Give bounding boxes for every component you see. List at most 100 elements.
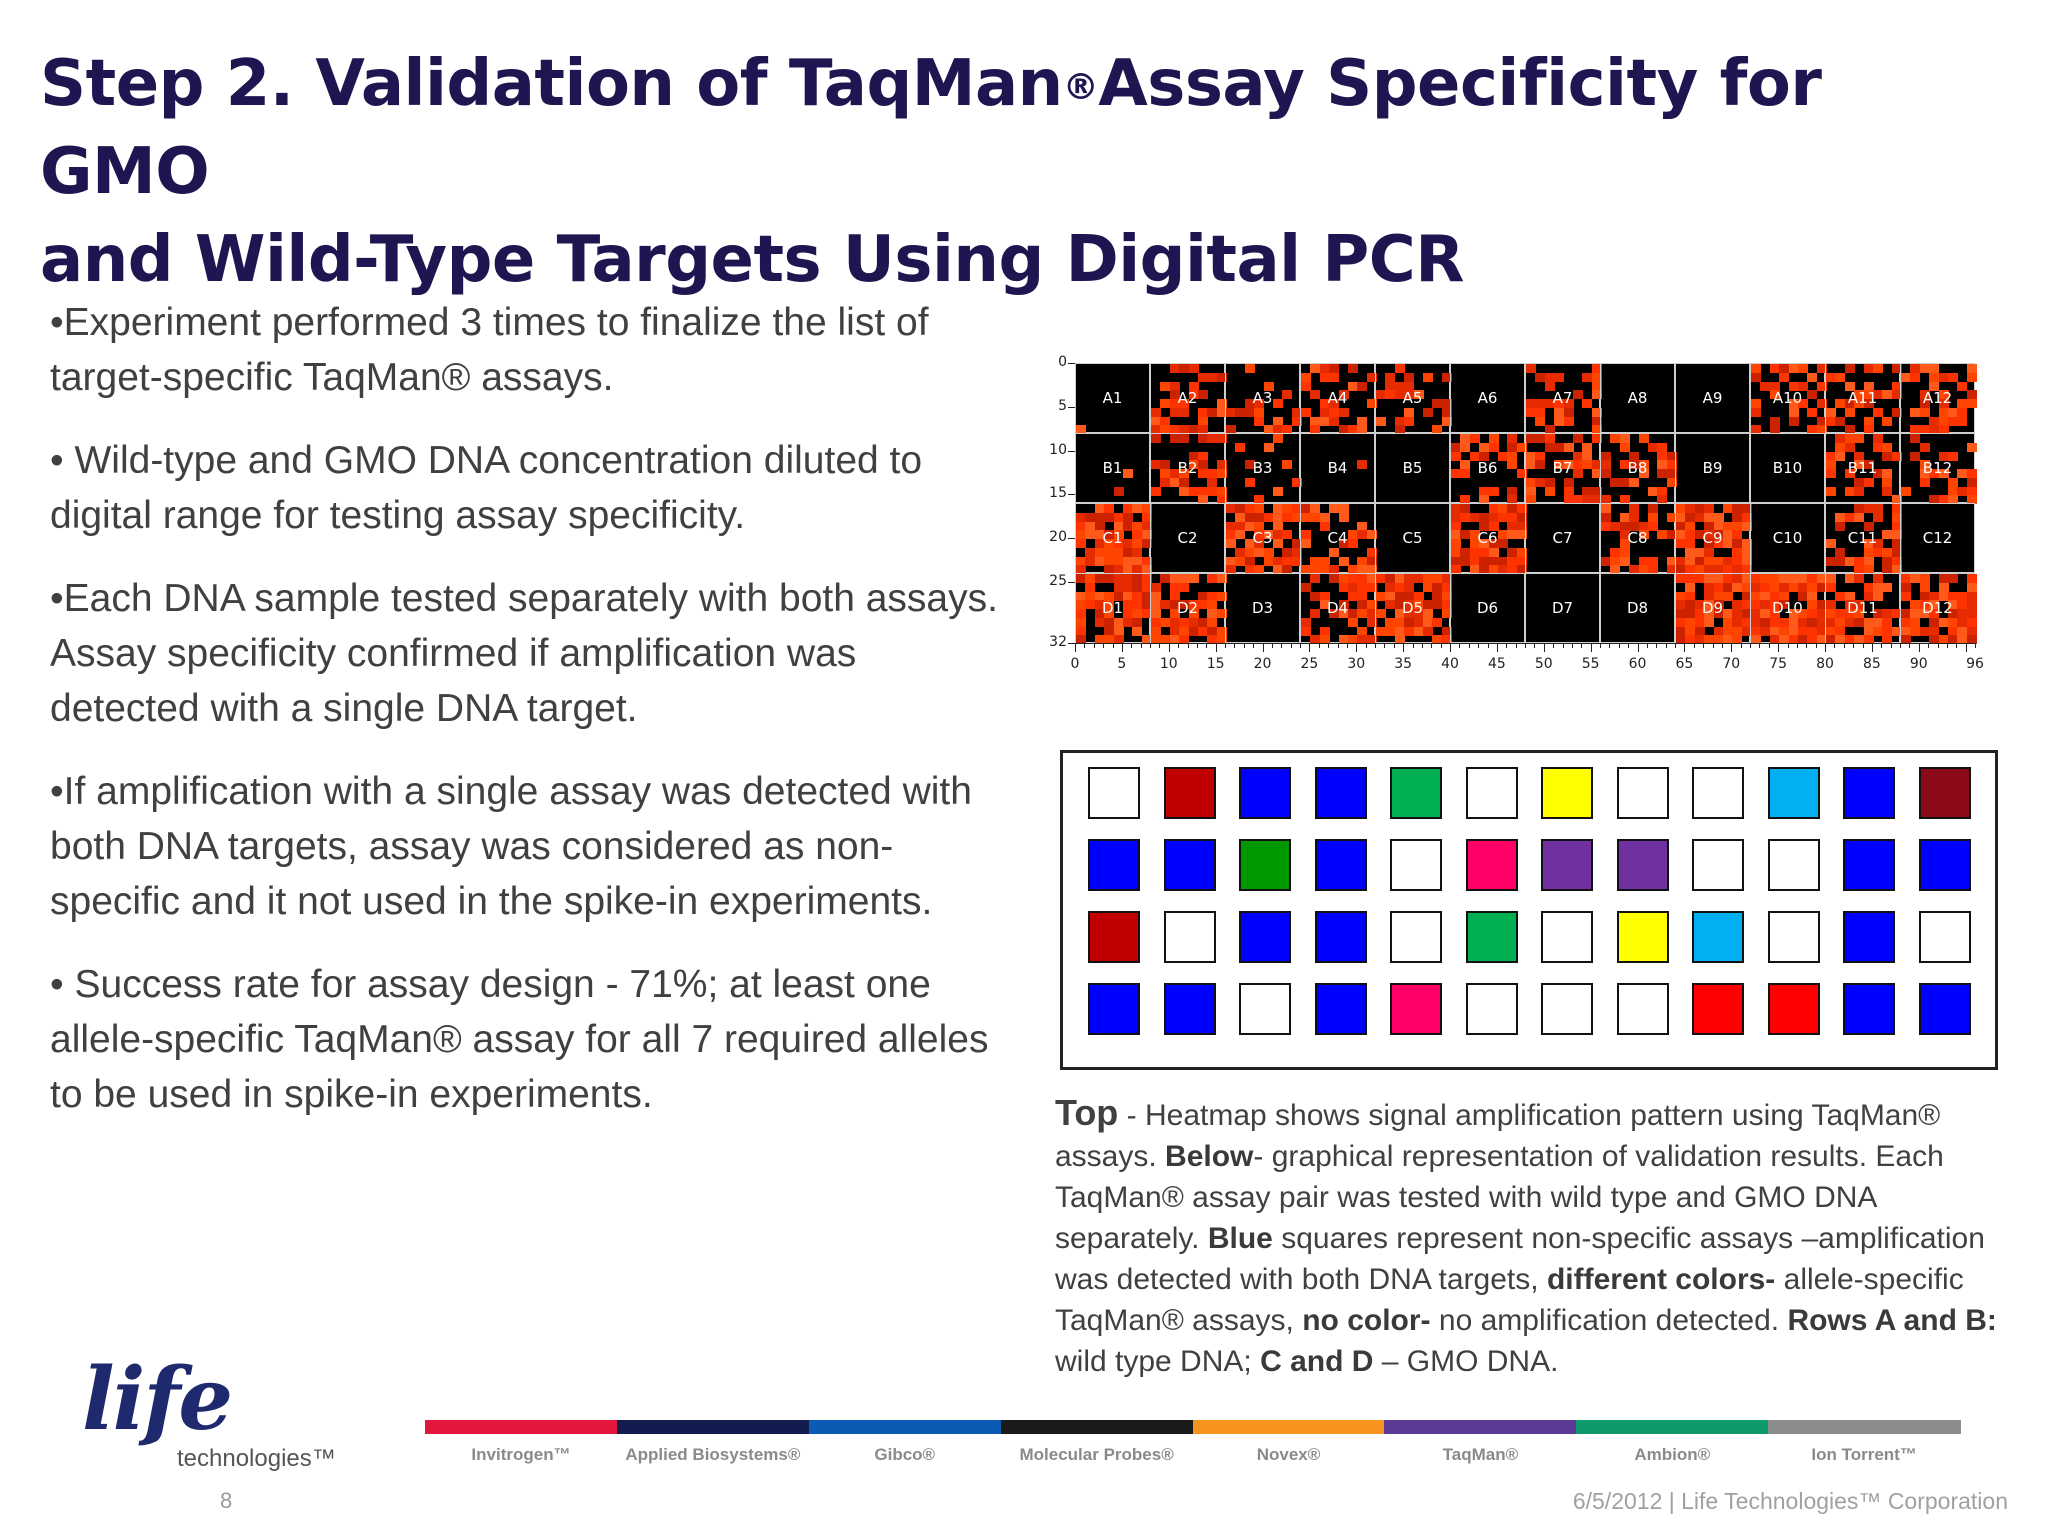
heatmap-pixel: [1929, 635, 1940, 645]
heatmap-pixel: [1882, 617, 1893, 627]
heatmap-pixel: [1254, 539, 1265, 548]
heatmap-pixel: [1863, 416, 1874, 426]
heatmap-pixel: [1619, 434, 1630, 443]
heatmap-well-label: C4: [1327, 529, 1348, 547]
x-tick: [1478, 643, 1480, 648]
heatmap-pixel: [1910, 434, 1921, 443]
heatmap-pixel: [1497, 451, 1508, 461]
heatmap-pixel: [1319, 626, 1330, 636]
heatmap-pixel: [1310, 364, 1321, 373]
heatmap-pixel: [1872, 407, 1883, 417]
result-square: [1390, 911, 1442, 963]
heatmap-well-label: A6: [1477, 389, 1498, 407]
heatmap-pixel: [1676, 556, 1686, 566]
heatmap-pixel: [1441, 600, 1452, 610]
heatmap-pixel: [1582, 495, 1593, 505]
heatmap-pixel: [1779, 364, 1790, 373]
result-square: [1616, 839, 1669, 891]
heatmap-pixel: [1760, 574, 1771, 583]
x-tick: [1271, 643, 1273, 648]
result-square: [1239, 911, 1291, 963]
heatmap-pixel: [1863, 381, 1874, 391]
heatmap-pixel: [1966, 477, 1977, 487]
heatmap-pixel: [1432, 591, 1443, 601]
heatmap-pixel: [1347, 565, 1358, 575]
heatmap-pixel: [1394, 390, 1405, 400]
result-square: [1767, 983, 1820, 1035]
heatmap-pixel: [1301, 626, 1311, 636]
heatmap-pixel: [1244, 399, 1255, 408]
heatmap-pixel: [1094, 521, 1105, 531]
heatmap-pixel: [1441, 591, 1452, 601]
heatmap-pixel: [1376, 626, 1386, 636]
heatmap-pixel: [1732, 617, 1743, 627]
heatmap-pixel: [1844, 381, 1855, 391]
heatmap-pixel: [1179, 626, 1190, 636]
heatmap-pixel: [1797, 582, 1808, 592]
heatmap-pixel: [1704, 609, 1715, 618]
heatmap-well: D1: [1075, 573, 1152, 645]
heatmap-pixel: [1947, 609, 1958, 618]
heatmap-pixel: [1338, 407, 1349, 417]
heatmap-pixel: [1947, 477, 1958, 487]
heatmap-pixel: [1422, 600, 1433, 610]
heatmap-pixel: [1329, 407, 1340, 417]
heatmap-pixel: [1713, 521, 1724, 531]
heatmap-pixel: [1676, 512, 1686, 522]
result-square: [1843, 983, 1895, 1035]
heatmap-pixel: [1507, 521, 1518, 531]
heatmap-pixel: [1882, 442, 1893, 452]
heatmap-pixel: [1657, 460, 1668, 470]
heatmap-pixel: [1582, 372, 1593, 382]
heatmap-pixel: [1788, 609, 1799, 618]
heatmap-pixel: [1366, 556, 1377, 566]
heatmap-pixel: [1844, 556, 1855, 566]
result-square: [1239, 839, 1291, 891]
heatmap-pixel: [1910, 626, 1921, 636]
heatmap-pixel: [1882, 486, 1893, 496]
heatmap-pixel: [1488, 556, 1499, 566]
heatmap-pixel: [1854, 617, 1865, 627]
heatmap-pixel: [1844, 469, 1855, 478]
heatmap-pixel: [1947, 486, 1958, 496]
heatmap-pixel: [1872, 504, 1883, 513]
heatmap-pixel: [1169, 609, 1180, 618]
x-tick: [1703, 643, 1705, 648]
brand-name: Applied Biosystems®: [625, 1445, 801, 1464]
heatmap-pixel: [1385, 372, 1396, 382]
heatmap-pixel: [1122, 609, 1133, 618]
heatmap-pixel: [1272, 521, 1283, 531]
heatmap-pixel: [1272, 504, 1283, 513]
heatmap-pixel: [1882, 635, 1893, 645]
heatmap-pixel: [1835, 434, 1846, 443]
result-square: [1390, 767, 1442, 819]
heatmap-pixel: [1741, 609, 1752, 618]
heatmap-pixel: [1366, 372, 1377, 382]
heatmap-pixel: [1179, 582, 1190, 592]
heatmap-pixel: [1779, 591, 1790, 601]
heatmap-pixel: [1460, 442, 1471, 452]
heatmap-pixel: [1572, 390, 1583, 400]
heatmap-pixel: [1797, 617, 1808, 627]
heatmap-pixel: [1929, 372, 1940, 382]
heatmap-pixel: [1188, 486, 1199, 496]
y-tick: [1068, 450, 1075, 452]
heatmap-pixel: [1122, 565, 1133, 575]
heatmap-pixel: [1929, 364, 1940, 373]
heatmap-pixel: [1554, 407, 1565, 417]
heatmap-pixel: [1947, 416, 1958, 426]
heatmap-pixel: [1216, 486, 1227, 496]
heatmap-pixel: [1432, 425, 1443, 435]
heatmap-pixel: [1197, 469, 1208, 478]
heatmap-pixel: [1704, 556, 1715, 566]
heatmap-pixel: [1929, 495, 1940, 505]
heatmap-pixel: [1657, 469, 1668, 478]
heatmap-well: C7: [1525, 503, 1600, 573]
x-tick: [1909, 643, 1911, 648]
heatmap-pixel: [1554, 442, 1565, 452]
heatmap-pixel: [1826, 407, 1836, 417]
heatmap-pixel: [1151, 434, 1161, 443]
heatmap-well-label: C5: [1402, 529, 1423, 547]
heatmap-pixel: [1713, 600, 1724, 610]
heatmap-pixel: [1666, 460, 1677, 470]
